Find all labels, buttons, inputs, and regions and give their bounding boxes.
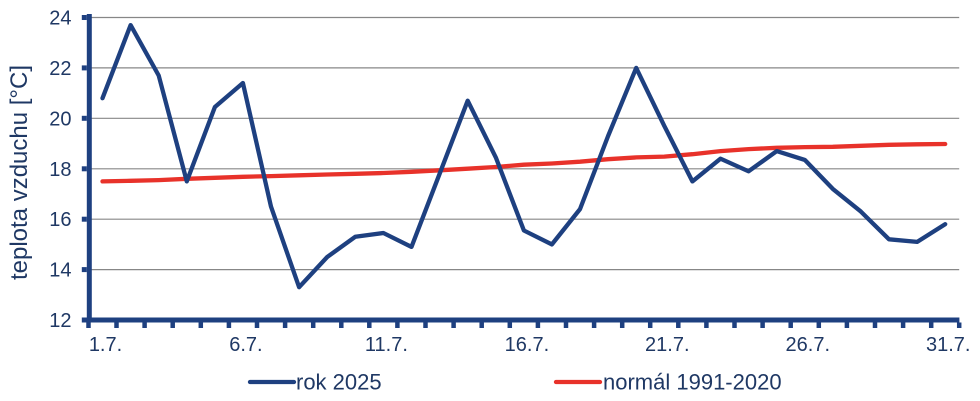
svg-text:6.7.: 6.7. bbox=[229, 334, 262, 356]
svg-text:16.7.: 16.7. bbox=[505, 334, 549, 356]
svg-text:1.7.: 1.7. bbox=[89, 334, 122, 356]
svg-text:normál 1991-2020: normál 1991-2020 bbox=[603, 369, 782, 394]
svg-text:18: 18 bbox=[49, 159, 71, 181]
svg-text:teplota vzduchu [°C]: teplota vzduchu [°C] bbox=[6, 65, 33, 280]
svg-text:12: 12 bbox=[49, 310, 71, 332]
svg-text:rok 2025: rok 2025 bbox=[296, 369, 382, 394]
svg-text:21.7.: 21.7. bbox=[645, 334, 689, 356]
svg-text:24: 24 bbox=[49, 8, 71, 30]
svg-text:26.7.: 26.7. bbox=[786, 334, 830, 356]
svg-text:31.7.: 31.7. bbox=[926, 334, 970, 356]
svg-text:20: 20 bbox=[49, 108, 71, 130]
svg-text:14: 14 bbox=[49, 260, 71, 282]
svg-text:11.7.: 11.7. bbox=[365, 334, 408, 356]
svg-text:16: 16 bbox=[49, 209, 71, 231]
svg-text:22: 22 bbox=[49, 58, 71, 80]
